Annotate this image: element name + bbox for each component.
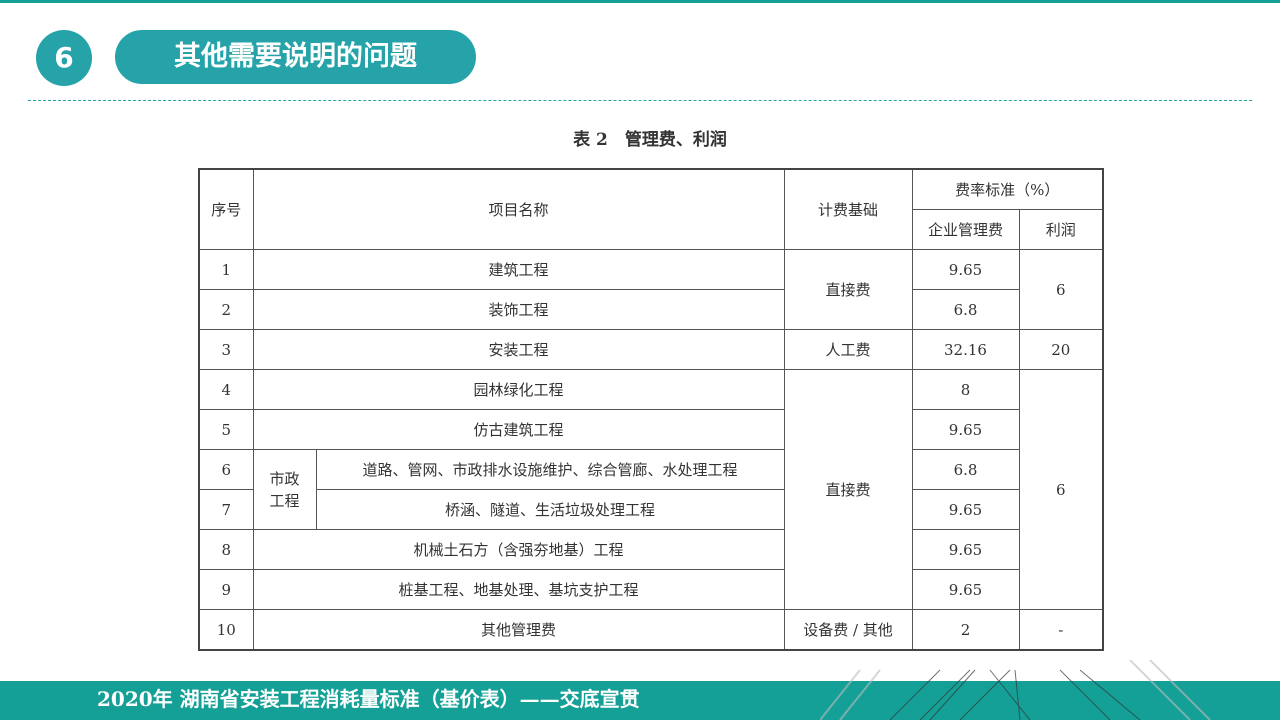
cell-profit: 6 bbox=[1018, 249, 1104, 330]
cell-group: 市政工程 bbox=[252, 449, 317, 530]
header-rate: 费率标准（%） bbox=[911, 168, 1104, 210]
table-row: 8 机械土石方（含强夯地基）工程 9.65 bbox=[198, 529, 1103, 570]
cell-mgmt: 6.8 bbox=[911, 449, 1020, 490]
section-title: 其他需要说明的问题 bbox=[115, 30, 476, 84]
cell-mgmt: 32.16 bbox=[911, 329, 1020, 370]
footer-bar: 2020年 湖南省安装工程消耗量标准（基价表）——交底宣贯 bbox=[0, 681, 1280, 720]
cell-no: 1 bbox=[198, 249, 254, 290]
header-mgmt: 企业管理费 bbox=[911, 209, 1020, 250]
cell-mgmt: 9.65 bbox=[911, 409, 1020, 450]
header-base: 计费基础 bbox=[783, 168, 913, 250]
cell-name: 园林绿化工程 bbox=[252, 369, 785, 410]
header-profit: 利润 bbox=[1018, 209, 1104, 250]
cell-no: 8 bbox=[198, 529, 254, 570]
cell-base: 直接费 bbox=[783, 249, 913, 330]
cell-name: 建筑工程 bbox=[252, 249, 785, 290]
cell-no: 3 bbox=[198, 329, 254, 370]
table-row: 5 仿古建筑工程 9.65 bbox=[198, 409, 1103, 450]
cell-name: 装饰工程 bbox=[252, 289, 785, 330]
fee-rate-table: 序号 项目名称 计费基础 费率标准（%） 企业管理费 利润 1 建筑工程 直接费 9.65 6 … bbox=[198, 168, 1104, 651]
cell-base: 设备费 / 其他 bbox=[783, 609, 913, 651]
cell-no: 9 bbox=[198, 569, 254, 610]
cell-name: 道路、管网、市政排水设施维护、综合管廊、水处理工程 bbox=[315, 449, 785, 490]
cell-no: 2 bbox=[198, 289, 254, 330]
table-row: 4 园林绿化工程 直接费 8 6 bbox=[198, 369, 1104, 610]
table-row: 10 其他管理费 设备费 / 其他 2- bbox=[198, 609, 1104, 651]
footer-text: 2020年 湖南省安装工程消耗量标准（基价表）——交底宣贯 bbox=[97, 687, 640, 711]
cell-profit: - bbox=[1018, 609, 1104, 651]
cell-no: 4 bbox=[198, 369, 254, 410]
cell-mgmt: 2 bbox=[911, 609, 1020, 651]
cell-mgmt: 6.8 bbox=[911, 289, 1020, 330]
cell-name: 安装工程 bbox=[252, 329, 785, 370]
cell-name: 仿古建筑工程 bbox=[252, 409, 785, 450]
table-row: 1 建筑工程 直接费 9.65 6 bbox=[198, 249, 1104, 330]
cell-mgmt: 9.65 bbox=[911, 249, 1020, 290]
cell-profit: 20 bbox=[1018, 329, 1104, 370]
table-row: 7 桥涵、隧道、生活垃圾处理工程 9.65 bbox=[198, 489, 1103, 530]
cell-profit: 6 bbox=[1018, 369, 1104, 610]
table-caption: 表 2 管理费、利润 bbox=[573, 130, 727, 150]
cell-no: 7 bbox=[198, 489, 254, 530]
cell-mgmt: 9.65 bbox=[911, 569, 1020, 610]
section-number-badge: 6 bbox=[36, 30, 92, 86]
cell-name: 桩基工程、地基处理、基坑支护工程 bbox=[252, 569, 785, 610]
table-row: 6 市政工程 道路、管网、市政排水设施维护、综合管廊、水处理工程 6.8 bbox=[198, 449, 1103, 530]
cell-base: 人工费 bbox=[783, 329, 913, 370]
cell-no: 10 bbox=[198, 609, 254, 651]
cell-base: 直接费 bbox=[783, 369, 913, 610]
header-index: 序号 bbox=[198, 168, 254, 250]
table-row: 9 桩基工程、地基处理、基坑支护工程 9.65 bbox=[198, 569, 1103, 610]
cell-mgmt: 9.65 bbox=[911, 489, 1020, 530]
cell-name: 其他管理费 bbox=[252, 609, 785, 651]
cell-no: 5 bbox=[198, 409, 254, 450]
cell-name: 机械土石方（含强夯地基）工程 bbox=[252, 529, 785, 570]
top-accent-line bbox=[0, 0, 1280, 3]
table-row: 3 安装工程 人工费 32.16 20 bbox=[198, 329, 1104, 370]
table-row: 2 装饰工程 6.8 bbox=[198, 289, 1103, 330]
cell-name: 桥涵、隧道、生活垃圾处理工程 bbox=[315, 489, 785, 530]
cell-mgmt: 9.65 bbox=[911, 529, 1020, 570]
divider bbox=[28, 100, 1252, 101]
header-name: 项目名称 bbox=[252, 168, 785, 250]
cell-no: 6 bbox=[198, 449, 254, 490]
decorative-lines bbox=[820, 660, 1211, 720]
cell-mgmt: 8 bbox=[911, 369, 1020, 410]
